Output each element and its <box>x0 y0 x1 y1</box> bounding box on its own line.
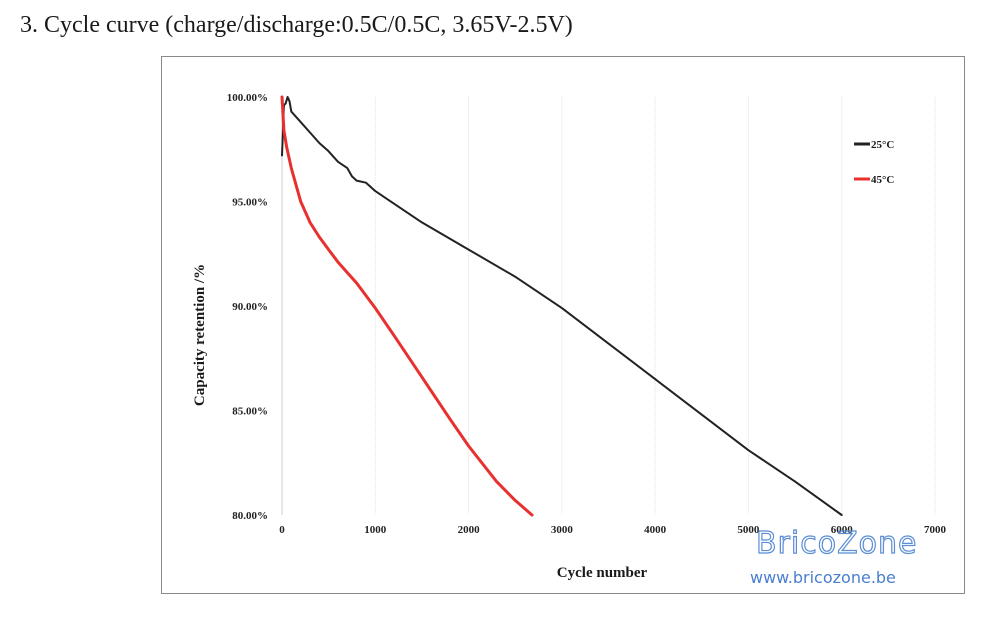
section-heading: 3. Cycle curve (charge/discharge:0.5C/0.… <box>20 12 573 38</box>
series-line-45c <box>280 95 534 517</box>
y-axis-title: Capacity retention /% <box>192 264 208 406</box>
y-tick-label: 95.00% <box>232 197 268 209</box>
watermark-url: www.bricozone.be <box>750 568 896 587</box>
legend-label: 25°C <box>871 139 894 151</box>
x-tick-label: 3000 <box>551 524 574 536</box>
y-tick-label: 80.00% <box>232 510 268 522</box>
x-tick-label: 2000 <box>458 524 481 536</box>
chart-frame: 0 1000 2000 3000 4000 5000 6000 7000 80.00% 85.00… <box>161 56 965 594</box>
y-tick-label: 100.00% <box>227 92 268 104</box>
y-tick-label: 85.00% <box>232 406 268 418</box>
watermark: BricoZone www.bricozone.be <box>750 525 917 587</box>
x-tick-label: 6000 <box>831 524 854 536</box>
x-axis-title: Cycle number <box>557 565 648 581</box>
x-tick-label: 5000 <box>737 524 760 536</box>
x-tick-label: 4000 <box>644 524 667 536</box>
legend-label: 45°C <box>871 174 894 186</box>
x-tick-label: 7000 <box>924 524 947 536</box>
series-line-25c <box>281 96 843 516</box>
watermark-brand: BricoZone <box>756 526 917 561</box>
y-tick-label: 90.00% <box>232 301 268 313</box>
x-tick-label: 0 <box>279 524 285 536</box>
cycle-curve-chart: 0 1000 2000 3000 4000 5000 6000 7000 80.00% 85.00… <box>192 92 947 587</box>
legend: 25°C 45°C <box>854 139 894 186</box>
x-tick-label: 1000 <box>364 524 387 536</box>
